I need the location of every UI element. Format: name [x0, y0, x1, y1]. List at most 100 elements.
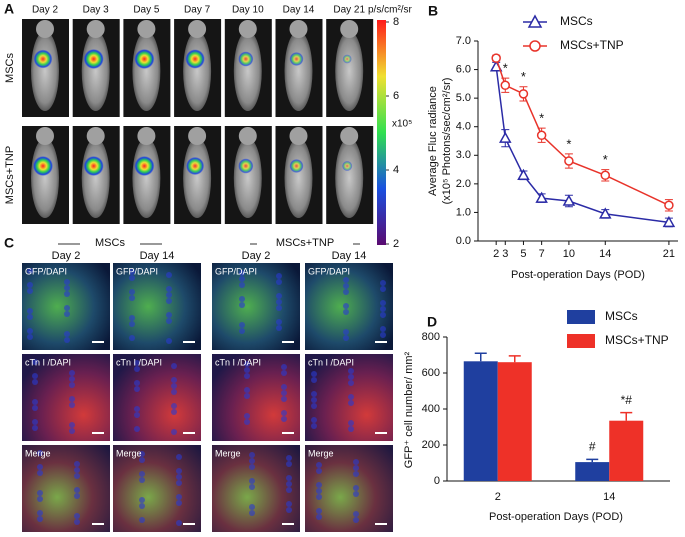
day-label: Day 2 [242, 250, 271, 262]
bar [575, 462, 610, 481]
nucleus [281, 370, 287, 376]
nucleus [37, 496, 43, 502]
nucleus [32, 373, 38, 379]
group-label: MSCs [95, 237, 125, 249]
nucleus [74, 519, 80, 525]
nucleus [176, 454, 182, 460]
nucleus [316, 482, 322, 488]
nucleus [281, 384, 287, 390]
x-tick-label: 3 [502, 248, 508, 260]
panel-letter: C [4, 235, 14, 251]
nucleus [244, 367, 250, 373]
nucleus [239, 270, 245, 276]
nucleus [276, 273, 282, 279]
mouse [335, 31, 364, 111]
nucleus [134, 380, 140, 386]
y-axis-label: Average Fluc radiance [427, 86, 439, 196]
y-tick-label: 0.0 [456, 235, 471, 247]
nucleus [171, 409, 177, 415]
nucleus [37, 516, 43, 522]
colorbar-tick-label: 6 [393, 90, 399, 102]
nucleus [166, 338, 172, 344]
nucleus [171, 403, 177, 409]
nucleus [69, 382, 75, 388]
nucleus [69, 376, 75, 382]
panel-label: Merge [308, 448, 334, 458]
legend-label: MSCs [605, 309, 638, 323]
nucleus [249, 510, 255, 516]
nucleus [166, 286, 172, 292]
nucleus [32, 399, 38, 405]
error-bar [508, 355, 521, 363]
mouse-head [36, 127, 54, 145]
significance-mark: # [589, 440, 596, 454]
nucleus [171, 363, 177, 369]
y-tick-label: 5.0 [456, 92, 471, 104]
y-tick-label: 200 [422, 439, 440, 451]
signal [33, 49, 53, 69]
nucleus [343, 329, 349, 335]
group-label: MSCs+TNP [276, 237, 334, 249]
nucleus [380, 306, 386, 312]
y-tick-label: 800 [422, 331, 440, 343]
mouse [31, 31, 59, 111]
nucleus [281, 396, 287, 402]
nucleus [166, 312, 172, 318]
marker [600, 170, 611, 181]
nucleus [249, 452, 255, 458]
nucleus [380, 280, 386, 286]
nucleus [176, 480, 182, 486]
nucleus [239, 302, 245, 308]
nucleus [74, 487, 80, 493]
marker [662, 215, 676, 228]
nucleus [139, 451, 145, 457]
panel-label: Merge [116, 448, 142, 458]
signal [289, 52, 304, 66]
nucleus [239, 296, 245, 302]
significance-mark: * [521, 69, 526, 84]
legend-swatch [567, 334, 595, 348]
micrograph [113, 354, 201, 441]
nucleus [166, 298, 172, 304]
mouse-head [238, 20, 257, 38]
nucleus [286, 455, 292, 461]
nucleus [171, 377, 177, 383]
nucleus [316, 494, 322, 500]
nucleus [74, 467, 80, 473]
nucleus [27, 268, 33, 274]
marker [535, 191, 548, 203]
nucleus [249, 464, 255, 470]
day-label: Day 2 [52, 250, 81, 262]
nucleus [281, 410, 287, 416]
y-tick-label: 4.0 [456, 121, 471, 133]
y-tick-label: 0 [434, 475, 440, 487]
row-label: MSCs+TNP [4, 146, 16, 204]
y-tick-label: 6.0 [456, 63, 471, 75]
nucleus [311, 403, 317, 409]
nucleus [348, 394, 354, 400]
signal [342, 160, 353, 172]
row-label: MSCs [4, 53, 16, 83]
nucleus [380, 300, 386, 306]
nucleus [32, 419, 38, 425]
nucleus [129, 275, 135, 281]
nucleus [348, 420, 354, 426]
legend-marker [527, 14, 543, 28]
mouse-head [137, 127, 156, 145]
nucleus [69, 396, 75, 402]
nucleus [69, 428, 75, 434]
error-bar [586, 458, 599, 463]
nucleus [348, 380, 354, 386]
nucleus [64, 311, 70, 317]
nucleus [166, 272, 172, 278]
signal [185, 49, 205, 69]
nucleus [380, 326, 386, 332]
mouse [183, 31, 212, 111]
panel-label: cTn I /DAPI [308, 357, 354, 367]
nucleus [348, 400, 354, 406]
day-label: Day 14 [140, 250, 175, 262]
nucleus [64, 285, 70, 291]
y-tick-label: 1.0 [456, 206, 471, 218]
y-tick-label: 600 [422, 367, 440, 379]
nucleus [353, 485, 359, 491]
